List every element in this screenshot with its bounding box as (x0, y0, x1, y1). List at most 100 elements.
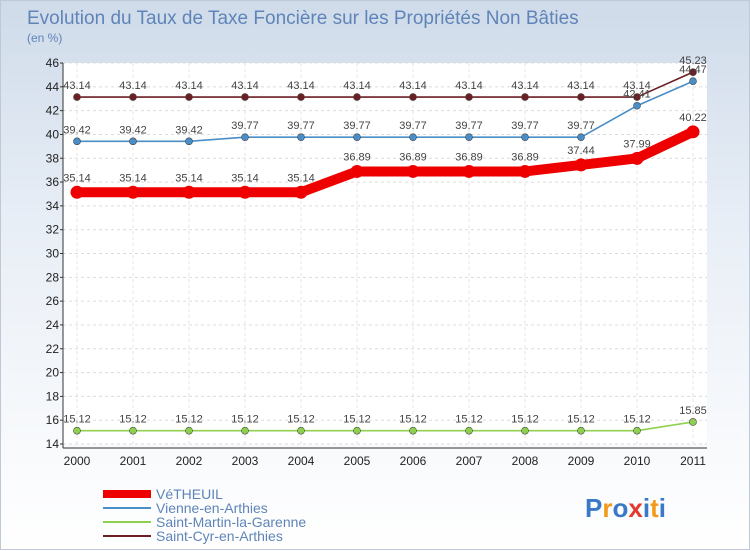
brand-letter: i (643, 493, 650, 523)
data-label: 35.14 (63, 172, 91, 184)
data-label: 37.99 (623, 138, 651, 150)
brand-letter: i (659, 493, 666, 523)
y-tick-label: 30 (46, 247, 60, 261)
data-point (73, 426, 81, 435)
data-label: 39.42 (119, 124, 147, 136)
data-point (686, 125, 700, 139)
x-tick-label: 2007 (456, 454, 483, 468)
brand-letter: x (628, 493, 643, 523)
data-point (577, 133, 585, 141)
legend-label: Vienne-en-Arthies (156, 500, 268, 516)
y-tick-label: 36 (46, 175, 60, 189)
x-tick-label: 2001 (120, 454, 147, 468)
y-tick-label: 18 (46, 389, 60, 403)
data-point (241, 93, 249, 101)
x-tick-label: 2000 (64, 454, 91, 468)
data-point (633, 93, 641, 101)
x-tick-label: 2009 (568, 454, 595, 468)
y-tick-label: 16 (46, 413, 60, 427)
data-point (689, 68, 697, 76)
data-point (465, 426, 473, 435)
data-point (294, 185, 308, 199)
chart-title: Evolution du Taux de Taxe Foncière sur l… (27, 8, 579, 29)
data-label: 15.12 (175, 414, 203, 426)
brand-text: Proxiti (585, 493, 666, 523)
data-point (353, 93, 361, 101)
y-tick-label: 24 (46, 318, 60, 332)
data-point (73, 93, 81, 101)
axes: 14 16 18 20 22 24 26 28 30 32 34 36 38 40 42 44 46 2000 20… (46, 56, 707, 468)
x-tick-label: 2004 (288, 454, 315, 468)
data-point (241, 426, 249, 435)
data-label: 15.12 (343, 414, 371, 426)
data-label: 35.14 (175, 172, 203, 184)
x-tick-label: 2011 (680, 454, 706, 468)
brand-letter: r (602, 493, 612, 523)
data-point (129, 426, 137, 435)
y-tick-label: 40 (46, 127, 60, 141)
data-point (633, 426, 641, 435)
data-point (633, 101, 641, 110)
data-label: 39.77 (231, 120, 259, 132)
data-point (409, 133, 417, 141)
data-label: 35.14 (231, 172, 259, 184)
y-tick-label: 20 (46, 366, 60, 380)
data-point (630, 151, 644, 165)
data-point (185, 426, 193, 435)
data-point (185, 137, 193, 146)
data-label: 43.14 (175, 80, 203, 92)
data-label: 43.14 (63, 80, 91, 92)
data-point (465, 93, 473, 101)
series-saint-martin-la-garenne: 15.12 15.12 15.12 15.12 15.12 15.12 15.12 15.12… (63, 405, 707, 435)
y-tick-label: 42 (46, 104, 60, 118)
x-tick-label: 2002 (176, 454, 203, 468)
data-label: 36.89 (343, 151, 371, 163)
data-label: 15.12 (455, 414, 483, 426)
y-tick-label: 32 (46, 223, 60, 237)
data-label: 40.22 (679, 112, 707, 124)
data-label: 15.85 (679, 405, 707, 417)
data-label: 43.14 (343, 80, 371, 92)
x-tick-label: 2010 (624, 454, 651, 468)
legend-label: Saint-Cyr-en-Arthies (156, 528, 283, 544)
x-tick-label: 2006 (400, 454, 427, 468)
data-label: 37.44 (567, 145, 595, 157)
data-point (518, 164, 532, 178)
series-line (76, 421, 694, 432)
data-label: 43.14 (399, 80, 427, 92)
data-point (462, 164, 476, 178)
y-tick-label: 38 (46, 151, 60, 165)
y-tick-label: 14 (46, 437, 60, 451)
data-point (185, 93, 193, 101)
data-point (409, 426, 417, 435)
data-point (182, 185, 196, 199)
data-label: 39.77 (287, 120, 315, 132)
chart-subtitle: (en %) (27, 31, 62, 45)
data-point (353, 133, 361, 141)
legend-label: Saint-Martin-la-Garenne (156, 514, 306, 530)
series-line (72, 126, 698, 198)
data-point (577, 426, 585, 435)
data-label: 36.89 (511, 151, 539, 163)
data-point (574, 158, 588, 172)
data-label: 39.77 (343, 120, 371, 132)
data-label: 43.14 (567, 80, 595, 92)
data-label: 15.12 (119, 414, 147, 426)
data-label: 43.14 (231, 80, 259, 92)
data-label: 36.89 (455, 151, 483, 163)
data-label: 43.14 (455, 80, 483, 92)
data-point (521, 93, 529, 101)
y-tick-label: 44 (46, 80, 60, 94)
series-v-theuil: 35.14 35.14 35.14 35.14 35.14 36.89 36.89 36.89… (63, 112, 707, 199)
data-label: 44.47 (679, 64, 707, 76)
series-group: 43.14 43.14 43.14 43.14 43.14 43.14 43.14 43.14… (63, 55, 707, 435)
data-point (521, 133, 529, 141)
data-label: 39.77 (455, 120, 483, 132)
data-label: 43.14 (623, 80, 651, 92)
data-point (577, 93, 585, 101)
data-point (297, 133, 305, 141)
y-tick-label: 28 (46, 270, 60, 284)
data-label: 45.23 (679, 55, 707, 67)
